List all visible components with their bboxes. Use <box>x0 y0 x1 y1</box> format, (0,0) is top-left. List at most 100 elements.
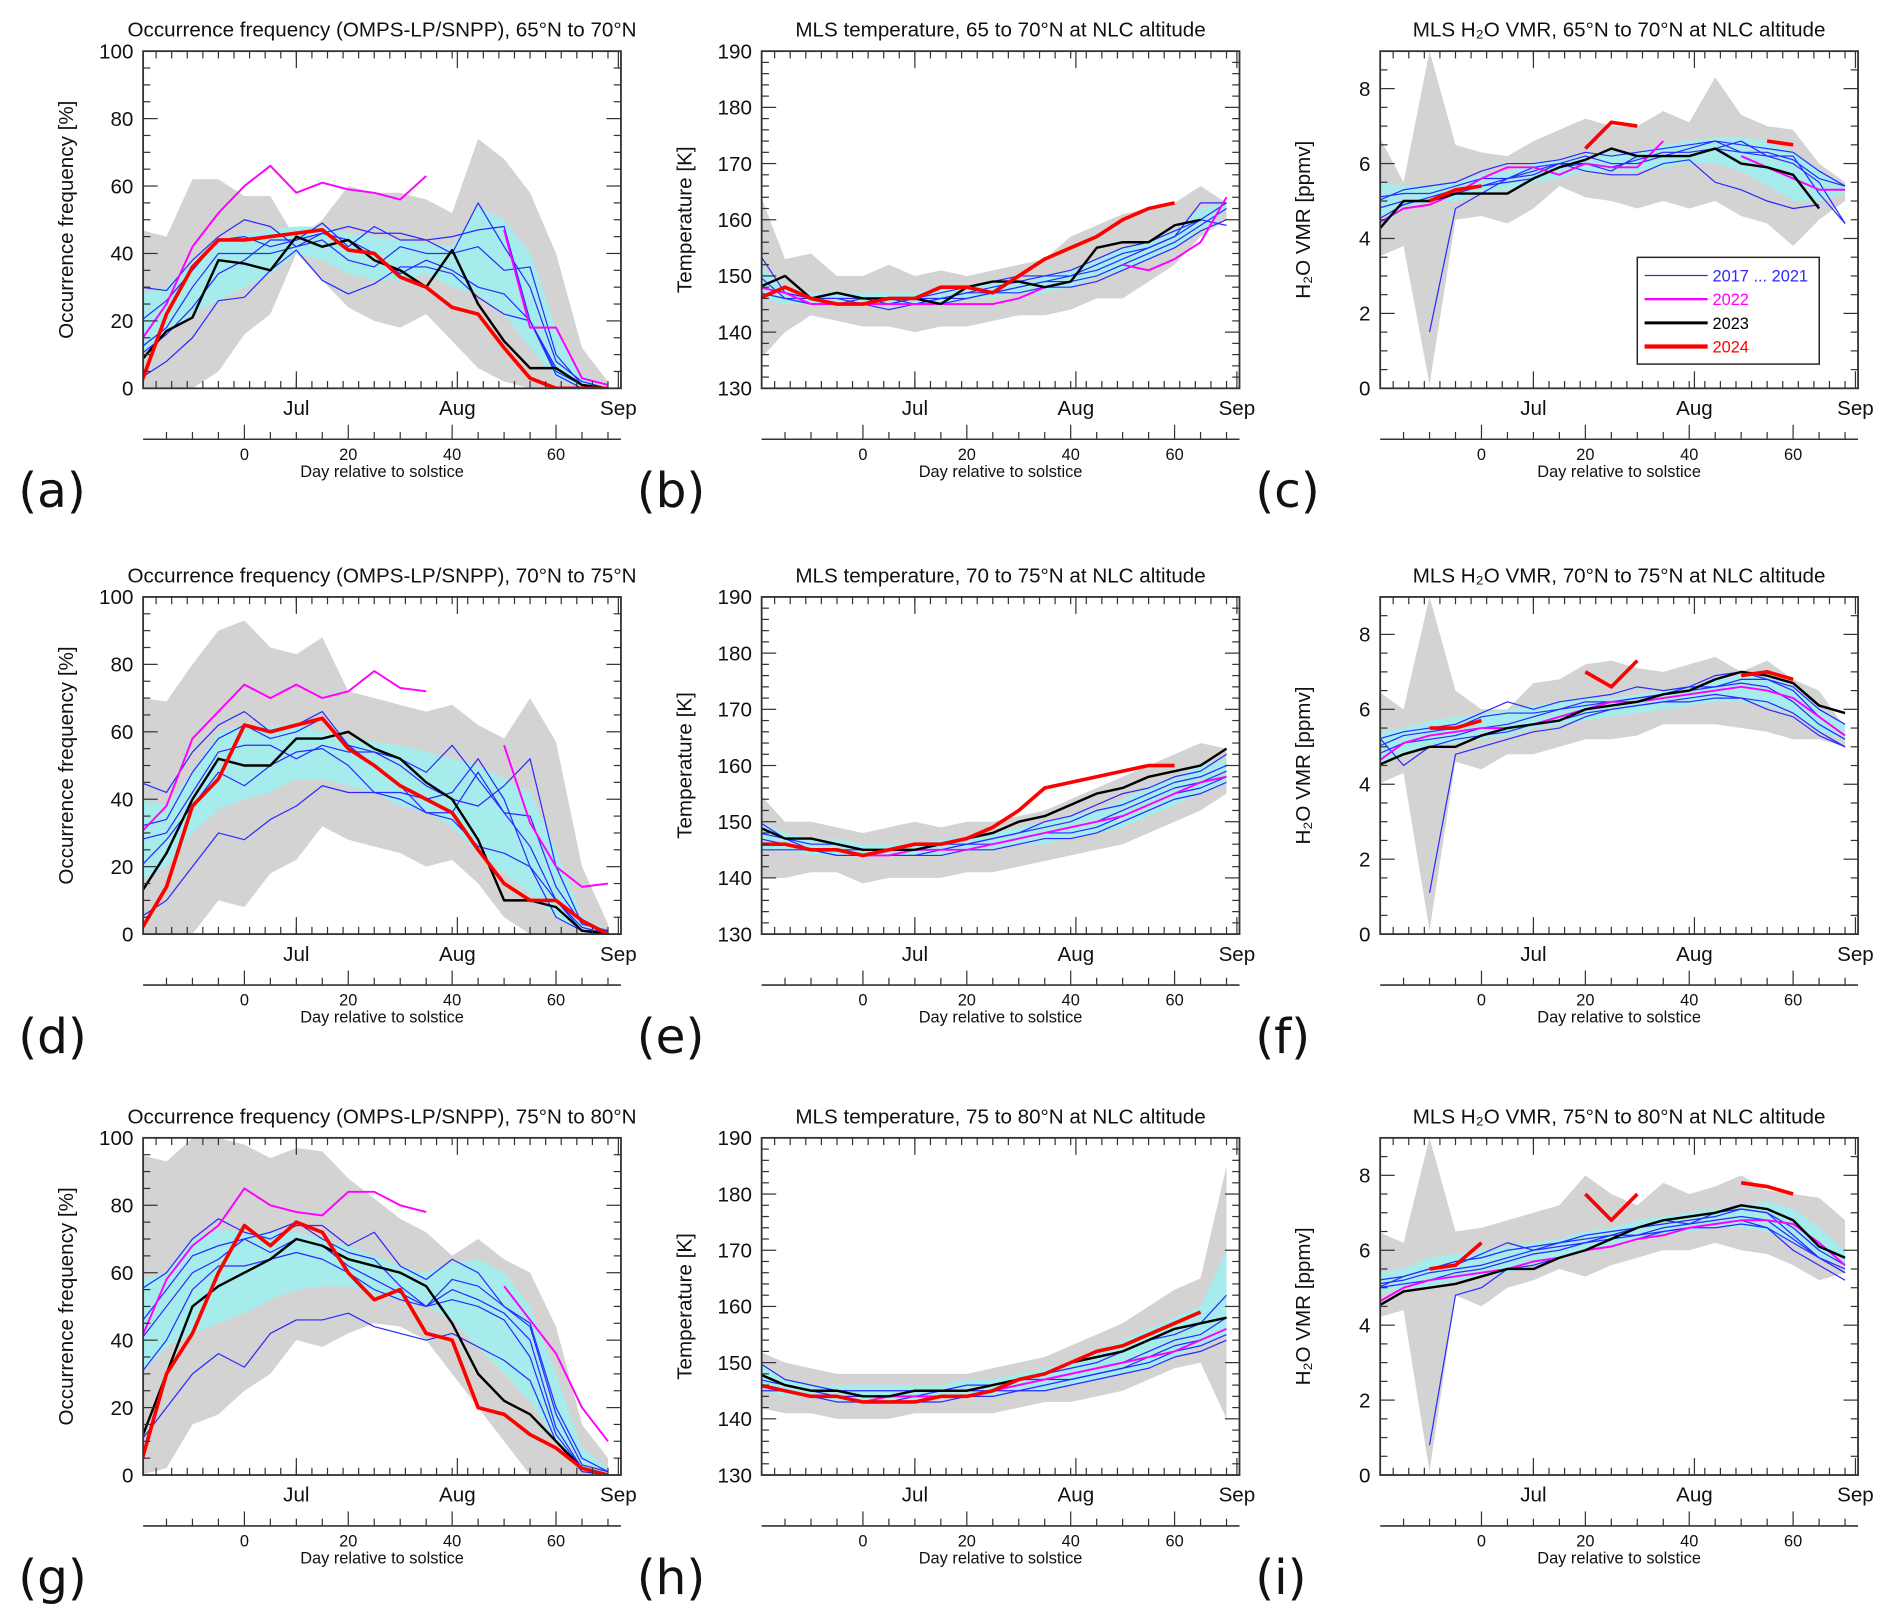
day-tick-label: 40 <box>1680 446 1698 464</box>
day-tick-label: 20 <box>1576 446 1594 464</box>
day-tick-label: 40 <box>1062 992 1080 1010</box>
spread-band <box>761 202 1227 305</box>
x-axis-title: Day relative to solstice <box>300 1550 464 1568</box>
plot-area <box>1380 1137 1846 1472</box>
day-tick-label: 60 <box>547 446 565 464</box>
chart-panel: 0 2 4 6 8 Jul Aug Sep 0 20 40 60 Day relative to sol… <box>1255 19 1874 520</box>
month-label: Aug <box>1676 1484 1713 1507</box>
series-line-2022 <box>503 1285 609 1442</box>
x-axis-title: Day relative to solstice <box>919 1009 1083 1027</box>
y-tick-label: 2 <box>1359 1389 1370 1412</box>
panel-label: (f) <box>1255 1009 1310 1065</box>
y-tick-label: 4 <box>1359 774 1370 797</box>
day-tick-label: 20 <box>339 1533 357 1551</box>
y-tick-label: 150 <box>718 1352 752 1375</box>
chart-title: MLS temperature, 65 to 70°N at NLC altit… <box>795 19 1205 42</box>
series-line-2023 <box>761 1316 1227 1398</box>
spread-band <box>761 1250 1227 1402</box>
y-tick-label: 20 <box>110 856 133 879</box>
month-label: Jul <box>902 1484 928 1507</box>
y-tick-label: 2 <box>1359 848 1370 871</box>
legend-item: 2024 <box>1713 339 1749 357</box>
chart-panel: 130 140 150 160 170 180 190 Jul Aug Sep 0 20 40 60 Day… <box>637 1105 1256 1606</box>
y-tick-label: 40 <box>110 243 133 266</box>
month-label: Jul <box>283 1484 309 1507</box>
y-axis-title: H₂O VMR [ppmv] <box>1292 141 1315 299</box>
series-line-2024 <box>1428 184 1482 203</box>
day-tick-label: 0 <box>858 446 867 464</box>
y-tick-label: 40 <box>110 1329 133 1352</box>
legend-item: 2017 ... 2021 <box>1713 268 1809 286</box>
series-line-2024 <box>1740 670 1794 682</box>
panel-label: (e) <box>637 1009 705 1065</box>
y-tick-label: 0 <box>1359 378 1370 401</box>
y-tick-label: 80 <box>110 108 133 131</box>
month-label: Aug <box>1676 397 1713 420</box>
chart-title: Occurrence frequency (OMPS-LP/SNPP), 75°… <box>128 1105 637 1128</box>
y-tick-label: 60 <box>110 175 133 198</box>
month-label: Sep <box>1837 1484 1874 1507</box>
y-tick-label: 6 <box>1359 699 1370 722</box>
plot-area <box>761 186 1228 358</box>
series-line-2023 <box>143 1237 609 1476</box>
day-tick-label: 20 <box>339 446 357 464</box>
y-tick-label: 8 <box>1359 1165 1370 1188</box>
range-band <box>143 1137 608 1476</box>
y-axis-title: H₂O VMR [ppmv] <box>1292 687 1315 845</box>
chart-panel: 130 140 150 160 170 180 190 Jul Aug Sep 0 20 40 60 Day… <box>637 564 1256 1065</box>
month-label: Aug <box>1676 943 1713 966</box>
series-line-2024 <box>1584 120 1638 150</box>
chart-panel: 0 20 40 60 80 100 Jul Aug Sep 0 20 40 60 Day relative… <box>18 564 637 1065</box>
day-tick-label: 0 <box>240 992 249 1010</box>
y-tick-label: 0 <box>1359 923 1370 946</box>
month-label: Sep <box>1837 397 1874 420</box>
plot-area <box>143 620 609 935</box>
y-tick-label: 130 <box>718 1464 752 1487</box>
series-line-2017-2021 <box>1380 140 1846 201</box>
y-tick-label: 0 <box>122 1464 133 1487</box>
y-tick-label: 0 <box>122 923 133 946</box>
x-axis-title: Day relative to solstice <box>300 463 464 481</box>
y-axis-title: Occurrence frequency [%] <box>55 101 78 339</box>
month-label: Jul <box>1520 943 1546 966</box>
series-line-2017-2021 <box>143 202 609 389</box>
series-line-2022 <box>1740 155 1846 191</box>
series-line-2017-2021 <box>143 239 609 389</box>
series-line-2024 <box>761 763 1175 858</box>
series-line-2024 <box>1429 718 1482 730</box>
y-tick-label: 160 <box>718 1296 752 1319</box>
y-tick-label: 60 <box>110 1262 133 1285</box>
series-line-2024 <box>1429 1241 1483 1271</box>
plot-area <box>143 138 609 389</box>
series-line-2022 <box>503 744 609 888</box>
legend-item: 2023 <box>1713 315 1749 333</box>
month-label: Jul <box>902 397 928 420</box>
y-tick-label: 160 <box>718 755 752 778</box>
month-label: Jul <box>283 943 309 966</box>
series-line-2022 <box>1380 685 1846 762</box>
month-label: Aug <box>1058 397 1095 420</box>
month-label: Sep <box>1219 397 1256 420</box>
chart-title: Occurrence frequency (OMPS-LP/SNPP), 70°… <box>128 564 637 587</box>
panel-label: (d) <box>18 1009 87 1065</box>
day-tick-label: 60 <box>1784 1533 1802 1551</box>
day-tick-label: 0 <box>858 1533 867 1551</box>
day-tick-label: 0 <box>1477 446 1486 464</box>
y-axis-title: H₂O VMR [ppmv] <box>1292 1227 1315 1385</box>
x-axis-title: Day relative to solstice <box>1537 463 1701 481</box>
series-line-2017-2021 <box>761 781 1227 857</box>
y-tick-label: 190 <box>718 1127 752 1150</box>
range-band <box>1380 596 1846 931</box>
series-line-2024 <box>1584 1192 1639 1223</box>
panel-label: (b) <box>637 463 706 519</box>
series-line-2024 <box>143 228 608 389</box>
series-line-2017-2021 <box>761 1339 1227 1403</box>
y-tick-label: 130 <box>718 923 752 946</box>
panel-label: (a) <box>18 463 86 519</box>
series-line-2024 <box>1584 659 1639 689</box>
plot-area <box>1380 596 1846 931</box>
legend: 2017 ... 2021 2022 2023 2024 <box>1636 256 1820 365</box>
series-line-2017-2021 <box>143 785 609 935</box>
panel-label: (i) <box>1255 1550 1306 1606</box>
series-line-2024 <box>761 1310 1202 1404</box>
